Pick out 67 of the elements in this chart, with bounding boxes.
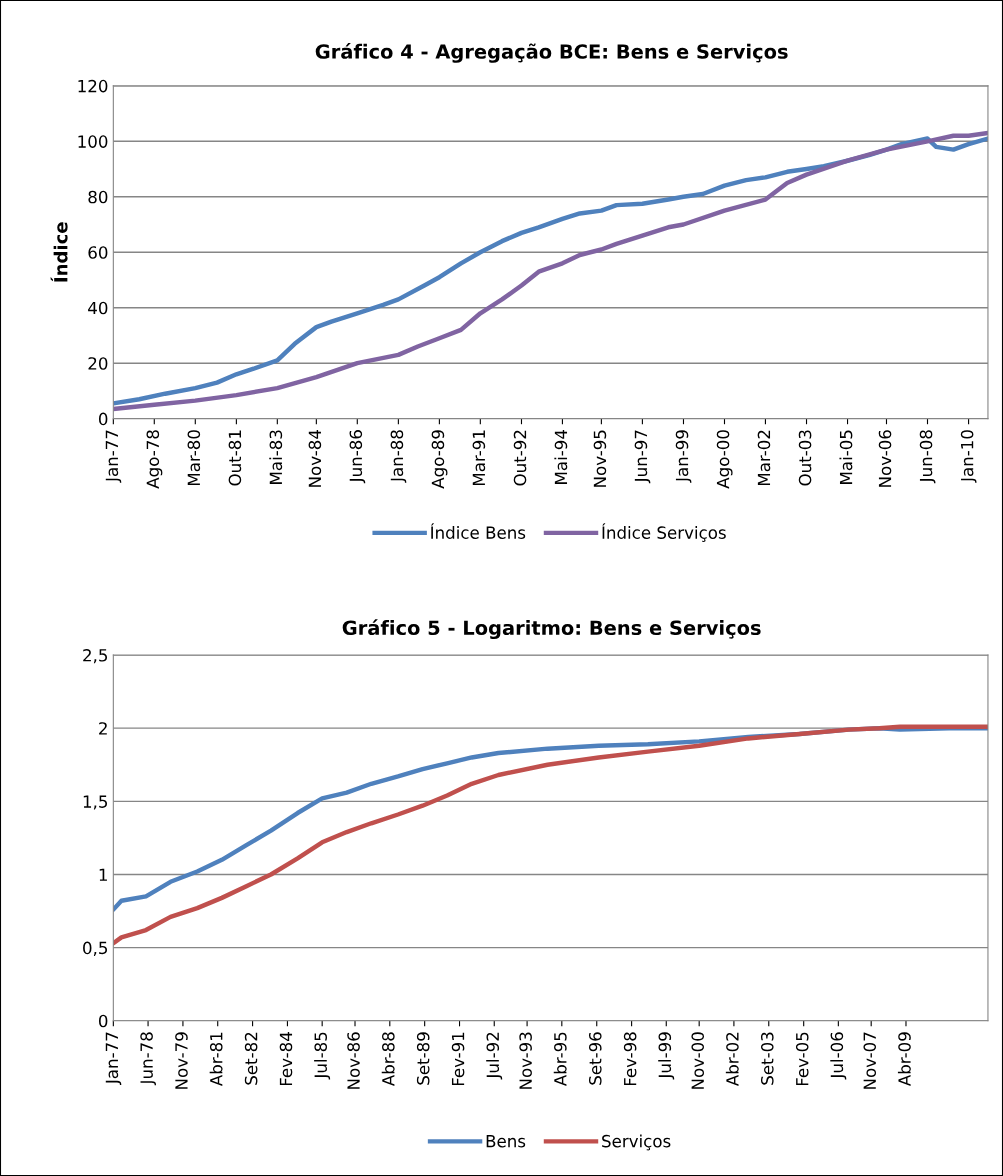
x-tick-label: Abr-95 xyxy=(553,1032,567,1087)
x-tick-label: Nov-07 xyxy=(863,1032,877,1089)
x-tick-label: Set-89 xyxy=(416,1032,430,1085)
y-axis-title: Índice xyxy=(50,222,68,282)
x-tick-label: Mar-02 xyxy=(757,430,771,486)
y-tick-label: 60 xyxy=(88,246,108,259)
x-tick-label: Ago-78 xyxy=(146,430,163,489)
x-tick-label: Jan-77 xyxy=(105,430,122,483)
y-tick-label: 0 xyxy=(98,1014,108,1028)
x-tick-label: Mai-94 xyxy=(554,430,568,484)
chart-title: Gráfico 5 - Logaritmo: Bens e Serviços xyxy=(342,619,761,640)
x-tick-label: Set-82 xyxy=(244,1032,258,1085)
x-tick-label: Abr-09 xyxy=(897,1032,911,1087)
x-tick-label: Set-03 xyxy=(760,1032,774,1085)
y-tick-label: 0,5 xyxy=(83,941,108,956)
x-tick-label: Nov-06 xyxy=(878,430,892,487)
y-tick-label: 1,5 xyxy=(83,795,108,810)
x-tick-label: Set-96 xyxy=(588,1032,602,1085)
x-tick-label: Fev-98 xyxy=(623,1032,637,1086)
x-tick-label: Nov-79 xyxy=(175,1032,188,1089)
x-tick-label: Abr-88 xyxy=(381,1032,395,1087)
x-tick-label: Nov-84 xyxy=(308,430,322,487)
y-tick-label: 100 xyxy=(78,135,108,148)
x-tick-label: Fev-05 xyxy=(795,1032,809,1086)
y-tick-label: 2 xyxy=(99,722,107,735)
x-tick-label: Fev-91 xyxy=(451,1032,465,1086)
x-tick-label: Jun-08 xyxy=(919,430,936,484)
x-tick-label: Abr-02 xyxy=(725,1032,739,1087)
x-tick-label: Jul-85 xyxy=(314,1032,331,1080)
x-tick-label: Jan-99 xyxy=(675,430,692,483)
x-tick-label: Out-03 xyxy=(798,430,812,486)
line-series xyxy=(113,724,988,946)
x-tick-label: Jan-77 xyxy=(105,1032,122,1085)
y-tick-label: 120 xyxy=(78,79,108,93)
x-tick-label: Nov-00 xyxy=(691,1032,705,1089)
x-tick-label: Mar-80 xyxy=(187,430,201,486)
x-tick-label: Jun-86 xyxy=(349,430,366,484)
legend-label: Índice Bens xyxy=(430,523,526,539)
x-tick-label: Jul-99 xyxy=(658,1032,675,1080)
x-tick-label: Mai-05 xyxy=(839,430,853,484)
y-tick-label: 2,5 xyxy=(83,648,108,664)
x-tick-label: Jan-10 xyxy=(960,430,977,483)
x-tick-label: Out-92 xyxy=(513,430,527,486)
x-tick-label: Fev-84 xyxy=(279,1032,293,1086)
x-tick-label: Mar-91 xyxy=(472,430,486,486)
x-tick-label: Mai-83 xyxy=(269,430,283,484)
y-tick-label: 1 xyxy=(99,868,107,881)
legend-label: Bens xyxy=(486,1135,526,1148)
legend-label: Índice Serviços xyxy=(602,523,726,542)
y-tick-label: 0 xyxy=(98,412,108,426)
legend-label: Serviços xyxy=(602,1134,671,1151)
x-tick-label: Out-81 xyxy=(228,430,242,486)
x-tick-label: Ago-89 xyxy=(431,430,448,489)
y-tick-label: 20 xyxy=(88,357,108,370)
x-tick-label: Ago-00 xyxy=(716,430,733,489)
y-tick-label: 80 xyxy=(88,190,108,204)
x-tick-label: Nov-93 xyxy=(519,1032,532,1089)
x-tick-label: Jul-06 xyxy=(830,1032,847,1080)
x-tick-label: Nov-95 xyxy=(593,430,607,487)
x-tick-label: Abr-81 xyxy=(209,1032,223,1087)
x-tick-label: Jun-97 xyxy=(634,430,651,484)
x-tick-label: Nov-86 xyxy=(347,1032,360,1089)
x-tick-label: Jul-92 xyxy=(486,1032,503,1080)
x-tick-label: Jun-78 xyxy=(140,1032,156,1086)
chart-title: Gráfico 4 - Agregação BCE: Bens e Serviços xyxy=(315,43,788,63)
y-tick-label: 40 xyxy=(88,301,108,315)
x-tick-label: Jan-88 xyxy=(390,430,407,483)
